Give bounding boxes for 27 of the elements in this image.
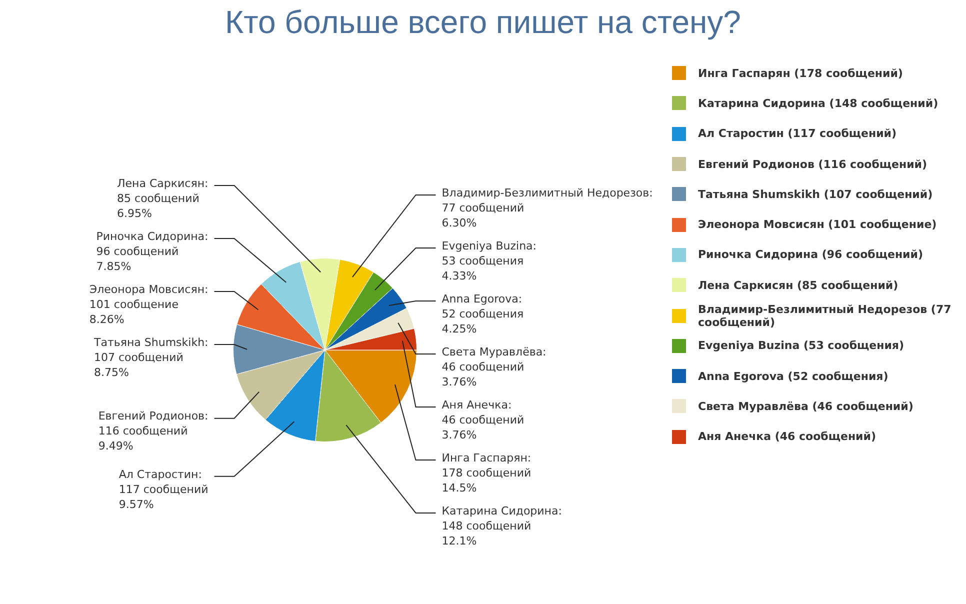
data-label: Лена Саркисян: 85 сообщений 6.95% [117,176,208,220]
legend-label: Аня Анечка (46 сообщений) [698,430,876,444]
legend-label: Ал Старостин (117 сообщений) [698,127,897,140]
legend-label: Лена Саркисян (85 сообщений) [698,278,898,292]
legend-label: Катарина Сидорина (148 сообщений) [698,96,938,110]
data-label: Ал Старостин: 117 сообщений 9.57% [118,468,208,511]
data-label: Элеонора Мовсисян: 101 сообщение 8.26% [89,282,208,326]
legend-label: Evgeniya Buzina (53 сообщения) [698,339,904,352]
data-label: Евгений Родионов: 116 сообщений 9.49% [98,410,208,453]
legend-label: Элеонора Мовсисян (101 сообщение) [698,218,937,232]
data-label: Риночка Сидорина: 96 сообщений 7.85% [96,230,208,273]
data-label: Света Муравлёва: 46 сообщений 3.76% [442,345,546,388]
legend-label: Риночка Сидорина (96 сообщений) [698,248,923,262]
data-label: Владимир-Безлимитный Недорезов: 77 сообщений 6.30% [442,186,653,230]
legend-label: Инга Гаспарян (178 сообщений) [698,66,903,80]
legend-label: Владимир-Безлимитный Недорезов (77 сообщений) [698,302,952,329]
legend-label: Татьяна Shumskikh (107 сообщений) [698,188,933,201]
data-label: Аня Анечка: 46 сообщений 3.76% [442,398,524,442]
legend-label: Света Муравлёва (46 сообщений) [698,400,914,413]
data-label: Инга Гаспарян: 178 сообщений 14.5% [442,451,532,494]
legend-label: Евгений Родионов (116 сообщений) [698,158,928,171]
data-label: Татьяна Shumskikh: 107 сообщений 8.75% [93,336,208,379]
data-label: Катарина Сидорина: 148 сообщений 12.1% [442,504,562,548]
legend-label: Anna Egorova (52 сообщения) [698,370,888,383]
data-label: Anna Egorova: 52 сообщения 4.25% [442,292,524,336]
data-label: Evgeniya Buzina: 53 сообщения 4.33% [442,239,537,282]
chart-title: Кто больше всего пишет на стену? [224,4,742,41]
